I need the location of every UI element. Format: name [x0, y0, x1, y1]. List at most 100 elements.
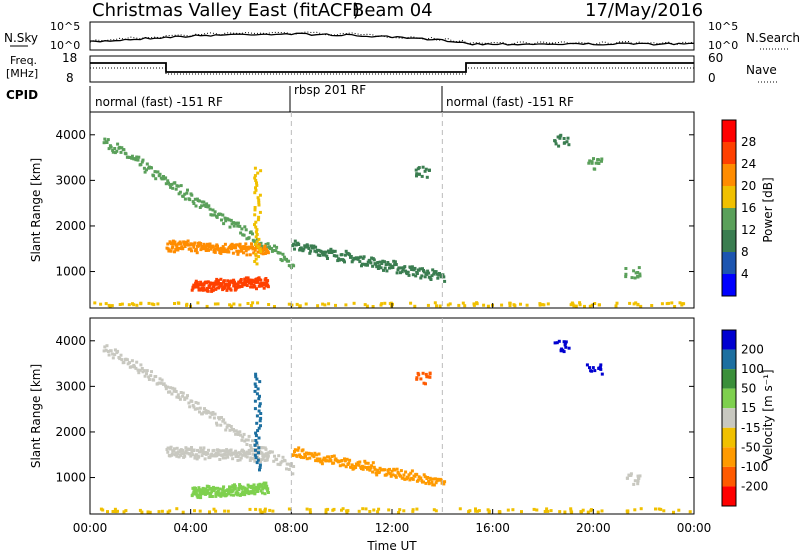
data-cell-9-113: [657, 507, 661, 511]
data-cell-2-55: [214, 287, 218, 291]
data-cell-2-146: [252, 483, 256, 487]
data-cell-0-17: [120, 146, 124, 150]
velocity-panel: 1000 2000 3000 4000 00:00 04:00 08:00 12:00 16:0…: [55, 317, 711, 535]
data-cell-8-10: [632, 482, 636, 486]
data-cell-4-126: [398, 266, 402, 270]
data-cell-4-165: [431, 268, 435, 272]
data-cell-9-86: [208, 510, 211, 514]
data-cell-1-168: [260, 451, 264, 455]
data-cell-9-60: [546, 509, 550, 513]
data-cell-3-2: [254, 257, 258, 261]
data-cell-1-4: [167, 248, 171, 252]
data-cell-7-9: [587, 161, 591, 165]
data-cell-3-28: [258, 193, 262, 197]
data-cell-2-173: [264, 481, 268, 485]
data-cell-9-77: [468, 509, 472, 513]
data-cell-2-137: [249, 285, 253, 289]
data-cell-5-10: [421, 165, 425, 169]
data-cell-9-60: [438, 304, 442, 308]
data-cell-1-88: [215, 454, 219, 458]
nsky-tick-bottom: 10^0: [50, 39, 80, 52]
xtick-label-2: 08:00: [274, 521, 309, 535]
data-cell-9-49: [546, 302, 550, 306]
data-cell-4-179: [443, 480, 447, 484]
data-cell-4-167: [432, 483, 436, 487]
data-cell-0-65: [171, 186, 175, 190]
data-cell-1-72: [206, 452, 210, 456]
data-cell-1-139: [244, 242, 248, 246]
data-cell-0-26: [130, 156, 134, 160]
data-cell-4-145: [414, 274, 418, 278]
data-cell-4-81: [360, 264, 363, 268]
data-cell-4-86: [364, 461, 368, 465]
data-cell-0-131: [241, 435, 245, 439]
data-cell-3-16: [256, 429, 260, 433]
data-cell-1-68: [204, 245, 207, 249]
data-cell-0-160: [272, 459, 276, 463]
data-cell-0-16: [119, 353, 123, 357]
data-cell-9-36: [308, 508, 312, 512]
data-cell-9-105: [650, 304, 654, 307]
data-cell-0-59: [164, 182, 168, 186]
data-cell-1-48: [192, 448, 196, 452]
data-cell-1-12: [172, 449, 176, 453]
data-cell-1-134: [241, 453, 245, 457]
data-cell-0-137: [247, 236, 251, 240]
data-cell-2-61: [216, 279, 220, 283]
data-cell-3-6: [258, 247, 262, 251]
data-cell-1-24: [179, 242, 183, 246]
data-cell-0-67: [173, 181, 177, 185]
data-cell-0-0: [102, 349, 106, 353]
data-cell-7-13: [585, 363, 589, 367]
data-cell-8-8: [637, 266, 641, 270]
data-cell-4-156: [423, 475, 427, 479]
data-cell-4-8: [298, 453, 302, 457]
data-cell-3-8: [254, 448, 257, 452]
data-cell-0-113: [222, 418, 226, 422]
data-cell-4-128: [399, 266, 403, 270]
data-cell-0-49: [154, 177, 158, 181]
data-cell-9-44: [258, 508, 262, 512]
data-cell-4-158: [425, 272, 429, 276]
data-cell-0-84: [191, 200, 195, 204]
data-cell-0-115: [224, 219, 228, 223]
data-cell-6-7: [558, 134, 562, 138]
data-cell-0-12: [115, 149, 119, 153]
data-cell-1-38: [187, 447, 190, 451]
data-cell-4-3: [293, 239, 297, 243]
data-cell-4-157: [424, 481, 428, 485]
data-cell-2-161: [259, 278, 263, 282]
data-cell-3-13: [257, 436, 261, 440]
data-cell-0-168: [280, 459, 284, 463]
freq-tick-top: 18: [62, 51, 77, 65]
data-cell-1-169: [261, 249, 265, 253]
data-cell-4-156: [423, 275, 427, 279]
data-cell-3-27: [256, 196, 260, 200]
colorbar-tick-2: 50: [741, 382, 756, 396]
data-cell-9-206: [632, 302, 636, 306]
data-cell-1-52: [194, 453, 198, 457]
velocity-ylabel: Slant Range [km]: [29, 364, 43, 468]
data-cell-9-213: [223, 509, 227, 513]
data-cell-1-165: [259, 460, 262, 464]
data-cell-9-114: [677, 508, 681, 512]
data-cell-1-26: [180, 245, 184, 249]
nave-tick-top: 60: [708, 51, 723, 65]
data-cell-1-1: [166, 242, 170, 246]
data-cell-0-100: [208, 415, 212, 419]
data-cell-0-64: [170, 182, 174, 186]
data-cell-1-28: [181, 448, 185, 452]
data-cell-9-101: [213, 302, 217, 306]
data-cell-2-98: [232, 284, 236, 288]
data-cell-6-13: [559, 348, 563, 352]
data-cell-3-29: [257, 397, 261, 401]
data-cell-0-65: [171, 386, 175, 390]
data-cell-9-183: [639, 507, 643, 511]
data-cell-9-163: [346, 509, 350, 513]
data-cell-0-45: [150, 370, 153, 374]
data-cell-4-132: [403, 477, 407, 481]
data-cell-0-114: [223, 421, 227, 425]
data-cell-7-11: [590, 369, 594, 373]
data-cell-9-15: [688, 510, 692, 514]
data-cell-0-104: [212, 416, 216, 420]
